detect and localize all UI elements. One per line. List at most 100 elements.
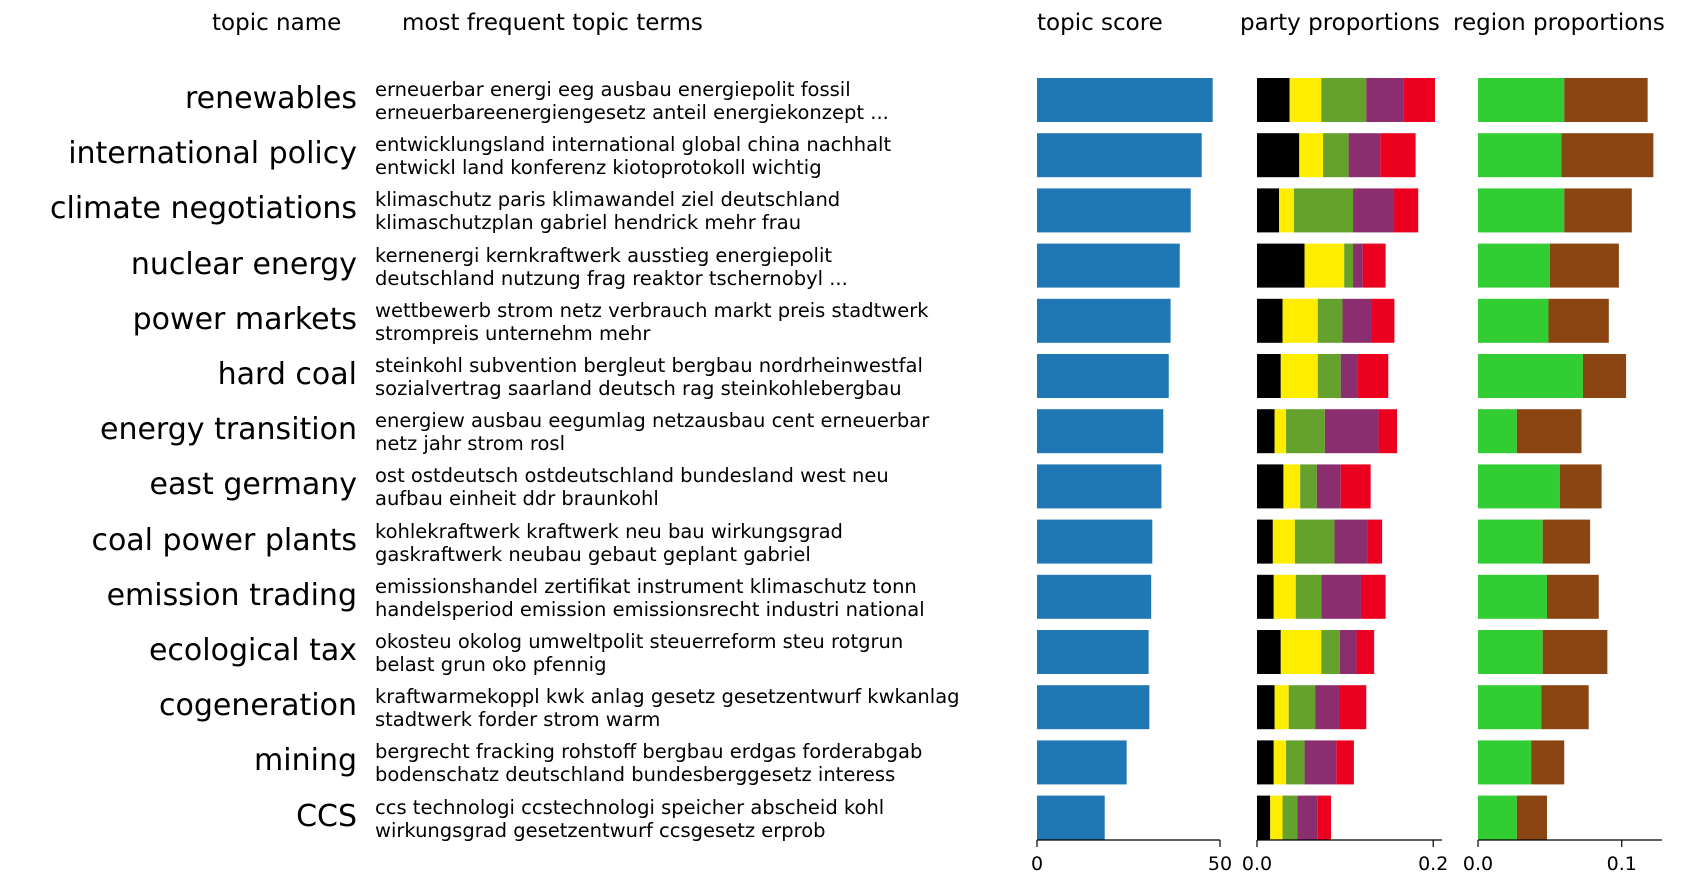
party-bar-segment [1257, 188, 1280, 233]
party-bar-segment [1257, 298, 1283, 343]
score-bar-segment [1037, 740, 1127, 785]
party-bar-segment [1378, 409, 1398, 454]
party-bar-segment [1323, 133, 1349, 178]
party-bar-segment [1257, 740, 1274, 785]
topic-terms-line: aufbau einheit ddr braunkohl [375, 487, 659, 511]
topic-terms: kraftwarmekoppl kwk anlag gesetz gesetze… [375, 685, 960, 731]
party-bar-segment [1272, 519, 1295, 564]
topic-terms-line: kohlekraftwerk kraftwerk neu bau wirkung… [375, 519, 843, 543]
party-bar-segment [1273, 574, 1296, 619]
region-bar-segment [1548, 298, 1609, 343]
region-bar-segment [1542, 630, 1608, 674]
party-bar-segment [1340, 354, 1358, 398]
party-bar-segment [1324, 409, 1379, 454]
party-bar-segment [1257, 78, 1290, 122]
score-bar-segment [1037, 243, 1180, 288]
topic-name-label: CCS [296, 798, 357, 834]
region-bar-segment [1478, 795, 1517, 840]
party-bar-segment [1304, 740, 1337, 785]
party-bar-segment [1274, 685, 1289, 730]
topic-name-label: energy transition [100, 412, 357, 448]
region-bar-segment [1478, 133, 1562, 178]
topic-terms-line: okosteu okolog umweltpolit steuerreform … [375, 630, 904, 653]
topic-terms-line: stadtwerk forder strom warm [375, 708, 661, 732]
header-party-proportions: party proportions [1240, 10, 1440, 36]
topic-name-label: coal power plants [91, 522, 357, 558]
topic-name-label: renewables [185, 81, 357, 116]
party-bar-segment [1367, 519, 1383, 564]
topic-terms: ost ostdeutsch ostdeutschland bundesland… [375, 464, 889, 510]
party-bar-segment [1257, 685, 1275, 730]
party-bar-segment [1257, 354, 1281, 398]
region-x-tick-label: 0.1 [1607, 853, 1637, 875]
party-bar-segment [1339, 630, 1357, 674]
topic-name-label: ecological tax [148, 633, 357, 668]
party-bar-segment [1299, 133, 1324, 178]
topic-terms-line: entwicklungsland international global ch… [375, 133, 892, 157]
score-bar-segment [1037, 78, 1213, 122]
score-bar-segment [1037, 409, 1164, 454]
party-bar-segment [1286, 409, 1325, 454]
party-bar-segment [1366, 78, 1404, 122]
party-bar-segment [1257, 519, 1273, 564]
party-bar-segment [1279, 188, 1294, 233]
region-bar-segment [1547, 574, 1599, 619]
party-bar-segment [1280, 354, 1318, 398]
party-bar-segment [1348, 133, 1381, 178]
party-bar-segment [1371, 298, 1395, 343]
party-bar-segment [1297, 795, 1318, 840]
topic-terms-line: belast grun oko pfennig [375, 653, 607, 676]
party-bar-segment [1393, 188, 1419, 233]
topic-terms-line: ost ostdeutsch ostdeutschland bundesland… [375, 464, 889, 488]
header-terms: most frequent topic terms [402, 10, 703, 36]
topic-terms-line: bergrecht fracking rohstoff bergbau erdg… [375, 740, 923, 764]
region-bar-segment [1478, 409, 1517, 454]
topic-terms-line: erneuerbareenergiengesetz anteil energie… [375, 101, 889, 124]
party-bar-segment [1353, 188, 1394, 233]
region-bar-segment [1478, 354, 1583, 398]
party-bar-segment [1257, 630, 1281, 674]
party-bar-segment [1315, 685, 1339, 730]
topic-terms: okosteu okolog umweltpolit steuerreform … [375, 630, 903, 676]
party-x-tick-label: 0.0 [1242, 853, 1272, 875]
party-bar-segment [1403, 78, 1435, 122]
region-bar-segment [1478, 574, 1547, 619]
topic-terms-line: strompreis unternehm mehr [375, 321, 651, 345]
party-bar-segment [1257, 464, 1284, 509]
party-bar-segment [1342, 298, 1372, 343]
score-bar-segment [1037, 685, 1150, 730]
party-bar-segment [1344, 243, 1354, 288]
topic-name-label: international policy [68, 136, 357, 172]
topic-name-label: east germany [149, 467, 357, 503]
party-bar-segment [1380, 133, 1416, 178]
topic-terms: ccs technologi ccstechnologi speicher ab… [375, 796, 884, 842]
topic-terms: steinkohl subvention bergleut bergbau no… [375, 354, 923, 400]
topic-name-label: power markets [132, 301, 357, 337]
party-bar-segment [1288, 685, 1316, 730]
score-x-tick-label: 50 [1208, 853, 1232, 875]
party-bar-segment [1270, 795, 1283, 840]
topic-terms: emissionshandel zertifikat instrument kl… [375, 575, 925, 621]
party-bar-segment [1362, 243, 1386, 288]
topic-terms-line: kernenergi kernkraftwerk ausstieg energi… [375, 243, 833, 267]
party-bar-segment [1317, 298, 1343, 343]
party-bar-segment [1283, 464, 1301, 509]
score-x-tick-label: 0 [1031, 853, 1043, 875]
score-bar-segment [1037, 298, 1171, 343]
topic-terms-line: entwickl land konferenz kiotoprotokoll w… [375, 156, 822, 180]
party-bar-segment [1280, 630, 1322, 674]
score-bar-segment [1037, 574, 1152, 619]
topic-name-label: hard coal [217, 357, 357, 392]
topic-name-label: cogeneration [158, 688, 357, 724]
topic-terms: kernenergi kernkraftwerk ausstieg energi… [375, 244, 848, 290]
region-bar-segment [1478, 298, 1549, 343]
region-bar-segment [1478, 630, 1543, 674]
party-bar-segment [1273, 740, 1287, 785]
topic-terms: wettbewerb strom netz verbrauch markt pr… [375, 299, 929, 345]
party-bar-segment [1295, 574, 1322, 619]
topic-terms-line: handelsperiod emission emissionsrecht in… [375, 597, 925, 621]
party-bar-segment [1282, 795, 1298, 840]
score-bar-segment [1037, 354, 1169, 398]
